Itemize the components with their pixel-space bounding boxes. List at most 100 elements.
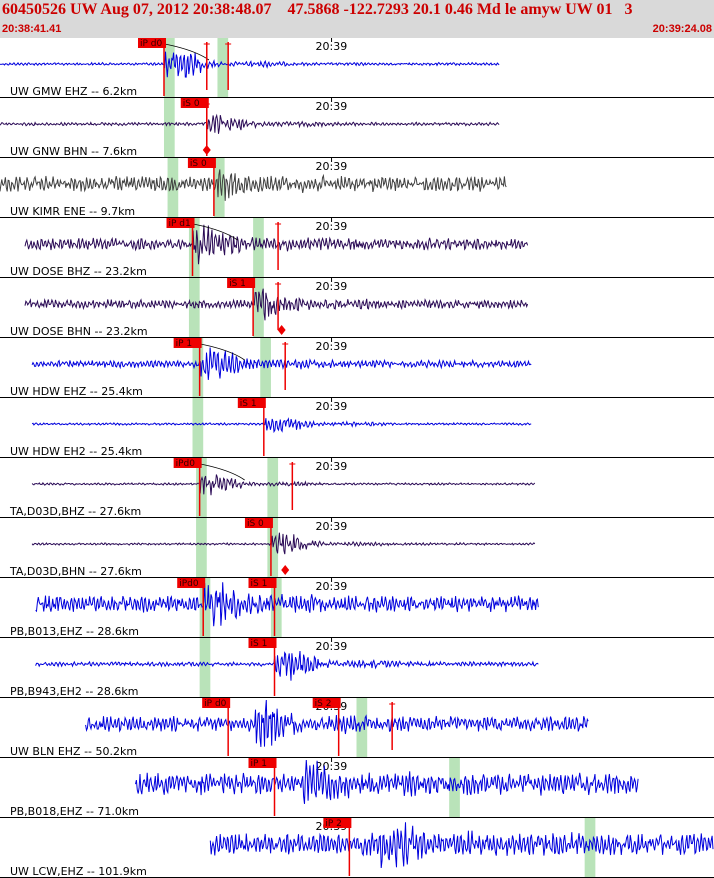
waveform bbox=[31, 532, 536, 555]
arrival-window bbox=[199, 578, 211, 638]
phase-pick-label: iP 1 bbox=[176, 339, 193, 349]
station-label: TA,D03D,BHN -- 27.6km bbox=[9, 565, 142, 578]
trace-row: 20:39 iS 0 UW KIMR ENE -- 9.7km bbox=[0, 158, 714, 218]
waveform bbox=[0, 169, 507, 201]
end-time-label: 20:39:24.08 bbox=[652, 23, 712, 35]
phase-pick-flag bbox=[173, 458, 202, 468]
phase-pick-flag bbox=[177, 578, 206, 588]
trace-row: 20:39 iS 1 PB,B943,EH2 -- 28.6km bbox=[0, 638, 714, 698]
time-tick-label: 20:39 bbox=[316, 100, 348, 113]
start-time-label: 20:38:41.41 bbox=[2, 23, 62, 35]
station-label: UW GNW BHN -- 7.6km bbox=[10, 145, 137, 158]
station-label: PB,B018,EHZ -- 71.0km bbox=[10, 805, 139, 818]
time-tick-label: 20:39 bbox=[316, 400, 348, 413]
station-label: PB,B943,EH2 -- 28.6km bbox=[10, 685, 138, 698]
time-tick-label: 20:39 bbox=[316, 220, 348, 233]
waveform bbox=[31, 347, 532, 380]
phase-pick-label: iS 0 bbox=[183, 99, 200, 109]
trace-row: 20:39 iPd0 TA,D03D,BHZ -- 27.6km bbox=[0, 458, 714, 518]
arrival-window bbox=[270, 578, 282, 638]
phase-pick-flag bbox=[248, 638, 277, 648]
time-tick-label: 20:39 bbox=[316, 280, 348, 293]
phase-pick-flag bbox=[137, 38, 166, 48]
phase-pick-label: iPd0 bbox=[176, 459, 196, 469]
phase-pick-label: iP d0 bbox=[140, 39, 163, 49]
diamond-marker bbox=[277, 325, 286, 335]
phase-pick-flag bbox=[248, 578, 277, 588]
station-label: UW GMW EHZ -- 6.2km bbox=[10, 85, 137, 98]
station-label: UW DOSE BHZ -- 23.2km bbox=[10, 265, 147, 278]
station-label: UW LCW,EHZ -- 101.9km bbox=[10, 865, 147, 878]
station-label: PB,B013,EHZ -- 28.6km bbox=[10, 625, 139, 638]
trace-row: 20:39 iP 1 PB,B018,EHZ -- 71.0km bbox=[0, 758, 714, 818]
phase-pick-label: iS 1 bbox=[251, 639, 268, 649]
arrival-window bbox=[356, 698, 368, 758]
station-label: UW DOSE BHN -- 23.2km bbox=[10, 325, 148, 338]
phase-pick-label: iS 0 bbox=[247, 519, 264, 529]
arrival-window bbox=[253, 218, 264, 278]
phase-pick-flag bbox=[248, 758, 277, 768]
arrival-window bbox=[196, 518, 207, 578]
diamond-marker bbox=[281, 565, 290, 575]
trace-row: 20:39 iS 1 UW HDW EH2 -- 25.4km bbox=[0, 398, 714, 458]
time-tick-label: 20:39 bbox=[316, 760, 348, 773]
station-label: UW HDW EHZ -- 25.4km bbox=[10, 385, 143, 398]
waveform bbox=[24, 288, 529, 321]
phase-pick-flag bbox=[187, 158, 216, 168]
station-label: UW BLN EHZ -- 50.2km bbox=[10, 745, 137, 758]
station-label: UW KIMR ENE -- 9.7km bbox=[10, 205, 135, 218]
phase-pick-flag bbox=[180, 98, 209, 108]
station-label: TA,D03D,BHZ -- 27.6km bbox=[9, 505, 141, 518]
time-tick-label: 20:39 bbox=[316, 160, 348, 173]
trace-row: 20:39 iS 0 TA,D03D,BHN -- 27.6km bbox=[0, 518, 714, 578]
phase-pick-label: iS 1 bbox=[229, 279, 246, 289]
trace-row: 20:39 iP d1 UW DOSE BHZ -- 23.2km bbox=[0, 218, 714, 278]
arrival-window bbox=[449, 758, 460, 818]
waveform bbox=[0, 51, 500, 78]
trace-row: 20:39 iP d0 UW GMW EHZ -- 6.2km bbox=[0, 38, 714, 98]
arrival-window bbox=[196, 458, 207, 518]
arrival-window bbox=[163, 98, 175, 158]
diamond-marker bbox=[202, 145, 211, 155]
phase-pick-label: iS 1 bbox=[240, 399, 257, 409]
phase-pick-label: iS 2 bbox=[315, 699, 332, 709]
waveform bbox=[31, 474, 536, 496]
phase-pick-flag bbox=[244, 518, 273, 528]
time-tick-label: 20:39 bbox=[316, 520, 348, 533]
phase-pick-label: iP d0 bbox=[204, 699, 227, 709]
waveform bbox=[35, 650, 539, 681]
arrival-window bbox=[213, 158, 225, 218]
phase-pick-flag bbox=[237, 398, 266, 408]
waveform bbox=[0, 113, 500, 134]
arrival-window bbox=[192, 398, 204, 458]
arrival-window bbox=[260, 338, 271, 398]
waveform bbox=[35, 582, 539, 627]
waveform bbox=[31, 417, 532, 434]
time-tick-label: 20:39 bbox=[316, 40, 348, 53]
trace-row: 20:39 iP 1 UW HDW EHZ -- 25.4km bbox=[0, 338, 714, 398]
waveform bbox=[85, 699, 589, 747]
station-label: UW HDW EH2 -- 25.4km bbox=[10, 445, 142, 458]
phase-pick-flag bbox=[173, 338, 202, 348]
event-header: 60450526 UW Aug 07, 2012 20:38:48.07 47.… bbox=[0, 0, 714, 38]
phase-pick-flag bbox=[227, 278, 256, 288]
arrival-window bbox=[199, 638, 211, 698]
phase-pick-label: iP 2 bbox=[325, 819, 342, 829]
time-tick-label: 20:39 bbox=[316, 640, 348, 653]
phase-pick-flag bbox=[202, 698, 231, 708]
arrival-window bbox=[192, 338, 204, 398]
waveform bbox=[24, 224, 529, 265]
seismogram-plot[interactable]: 20:39 iP d0 UW GMW EHZ -- 6.2km 20:39 iS 0 UW… bbox=[0, 38, 714, 878]
phase-pick-flag bbox=[166, 218, 195, 228]
time-tick-label: 20:39 bbox=[316, 460, 348, 473]
event-title: 60450526 UW Aug 07, 2012 20:38:48.07 47.… bbox=[2, 1, 633, 18]
phase-pick-label: iPd0 bbox=[179, 579, 199, 589]
phase-pick-label: iS 1 bbox=[251, 579, 268, 589]
waveform bbox=[135, 759, 639, 804]
arrival-window bbox=[584, 818, 596, 878]
time-tick-label: 20:39 bbox=[316, 580, 348, 593]
phase-pick-label: iS 0 bbox=[190, 159, 207, 169]
phase-pick-flag bbox=[312, 698, 341, 708]
